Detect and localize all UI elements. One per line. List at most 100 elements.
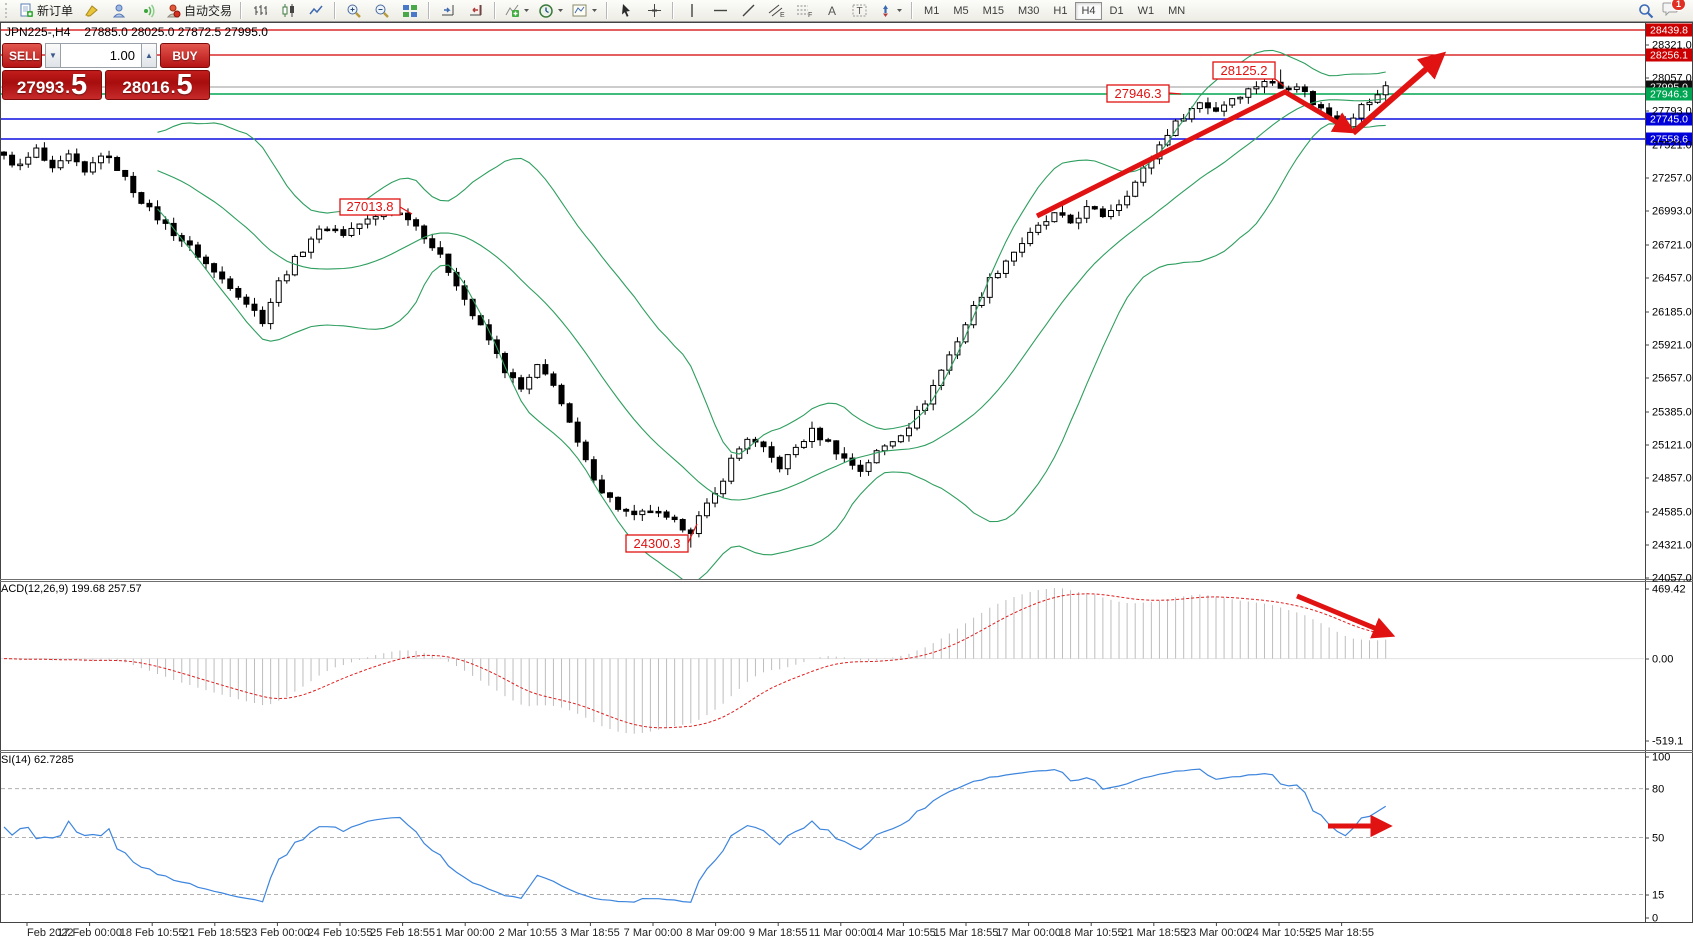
zoom-in-button[interactable] (340, 0, 368, 21)
timeframe-button-M15[interactable]: M15 (982, 4, 1004, 17)
cursor-button[interactable] (612, 0, 640, 21)
time-tick-label: 24 Feb 10:55 (308, 927, 373, 939)
new-order-button[interactable]: 新订单 (15, 0, 77, 21)
chevron-down-icon (558, 9, 564, 12)
buy-button[interactable]: BUY (160, 43, 210, 68)
new-order-label: 新订单 (37, 4, 74, 18)
bar-chart-button[interactable] (246, 0, 274, 21)
horizontal-line-button[interactable] (706, 0, 734, 21)
price-annotation[interactable]: 24300.3 (625, 523, 698, 553)
toolbar-drag-handle[interactable] (5, 3, 12, 18)
equidistant-channel-button[interactable]: E (762, 0, 790, 21)
svg-text:24300.3: 24300.3 (634, 536, 681, 551)
buy-price[interactable]: 28016 . 5 (105, 70, 210, 100)
toolbar-separator (240, 2, 243, 19)
search-icon[interactable] (1638, 3, 1654, 19)
price-tick-label: 25921.0 (1652, 340, 1692, 352)
bollinger-bands (157, 49, 1386, 579)
crosshair-icon (647, 4, 661, 17)
timeframe-button-W1[interactable]: W1 (1137, 4, 1155, 17)
chart-window[interactable]: 28439.828256.127995.027946.327745.027558… (0, 22, 1693, 944)
one-click-trading-panel: SELL ▼ ▲ BUY 27993 . 5 28016 . 5 (2, 43, 210, 100)
horizontal-line-icon (713, 9, 727, 12)
time-tick-label: 17 Feb 00:00 (57, 927, 122, 939)
macd-down-arrow[interactable] (1296, 593, 1396, 639)
svg-text:28125.2: 28125.2 (1221, 63, 1268, 78)
notifications-button[interactable]: 1 (1662, 0, 1686, 21)
timeframe-button-M5[interactable]: M5 (953, 4, 969, 17)
rsi-window (1, 768, 1644, 903)
toolbar-separator (428, 2, 431, 19)
price-tick-label: 24857.0 (1652, 473, 1692, 485)
breakout-arrow[interactable] (1351, 51, 1447, 136)
text-icon: A (828, 4, 836, 18)
timeframe-button-H4[interactable]: H4 (1075, 1, 1102, 20)
sell-price[interactable]: 27993 . 5 (2, 70, 102, 100)
text-label-icon: T (852, 4, 867, 17)
volume-input[interactable] (61, 43, 141, 68)
indicators-button[interactable] (500, 0, 534, 21)
vertical-line-button[interactable] (678, 0, 706, 21)
volume-increase-button[interactable]: ▲ (141, 43, 157, 68)
price-annotation[interactable]: 27946.3 (1106, 84, 1182, 103)
rsi-tick-label: 80 (1652, 784, 1664, 796)
rsi-line (3, 768, 1387, 903)
price-tick-label: 27257.0 (1652, 173, 1692, 185)
trendline-button[interactable] (734, 0, 762, 21)
expert-advisor-icon (112, 4, 126, 18)
volume-decrease-button[interactable]: ▼ (45, 43, 61, 68)
sell-button[interactable]: SELL (2, 43, 42, 68)
trend-up-arrow[interactable] (1035, 89, 1356, 219)
expert-advisors-button[interactable] (105, 0, 133, 21)
time-tick-label: 11 Mar 00:00 (809, 927, 873, 939)
price-level-badge: 28439.8 (1646, 23, 1692, 37)
candlestick-chart-icon (282, 4, 294, 17)
svg-text:27558.6: 27558.6 (1650, 134, 1688, 146)
time-tick-label: 18 Mar 10:55 (1059, 927, 1124, 939)
periods-button[interactable] (534, 0, 568, 21)
fibonacci-icon: F (796, 5, 812, 18)
zoom-in-icon (347, 4, 361, 18)
price-tick-label: 26993.0 (1652, 206, 1692, 218)
time-tick-label: 3 Mar 18:55 (561, 927, 620, 939)
chevron-down-icon (897, 9, 903, 12)
auto-scroll-button[interactable] (434, 0, 462, 21)
line-chart-button[interactable] (302, 0, 330, 21)
rsi-tick-label: 0 (1652, 913, 1658, 925)
timeframe-button-M30[interactable]: M30 (1018, 4, 1040, 17)
templates-button[interactable] (568, 0, 602, 21)
signals-button[interactable] (133, 0, 161, 21)
timeframe-button-H1[interactable]: H1 (1053, 4, 1068, 17)
time-tick-label: 9 Mar 18:55 (749, 927, 808, 939)
marker-button[interactable] (77, 0, 105, 21)
fibonacci-button[interactable]: F (790, 0, 818, 21)
indicators-icon (505, 4, 520, 17)
rsi-tick-label: 100 (1652, 752, 1670, 764)
time-tick-label: 21 Feb 18:55 (182, 927, 247, 939)
timeframe-button-M1[interactable]: M1 (924, 4, 940, 17)
price-level-badge: 28256.1 (1646, 48, 1692, 62)
price-annotation[interactable]: 28125.2 (1212, 61, 1285, 87)
rsi-tick-label: 50 (1652, 833, 1664, 845)
macd-signal-line (3, 593, 1386, 729)
price-level-badge: 27745.0 (1646, 112, 1692, 126)
timeframe-button-MN[interactable]: MN (1168, 4, 1186, 17)
time-tick-label: 23 Mar 00:00 (1184, 927, 1249, 939)
arrows-tool-button[interactable] (874, 0, 907, 21)
crosshair-button[interactable] (640, 0, 668, 21)
tile-windows-button[interactable] (396, 0, 424, 21)
price-annotation[interactable]: 27013.8 (339, 198, 413, 216)
price-tick-label: 28057.0 (1652, 73, 1692, 85)
autotrading-button[interactable]: 自动交易 (161, 0, 236, 21)
timeframe-button-D1[interactable]: D1 (1109, 4, 1124, 17)
text-button[interactable]: A (818, 0, 846, 21)
chart-shift-button[interactable] (462, 0, 490, 21)
svg-text:T: T (857, 6, 863, 17)
candlestick-chart-button[interactable] (274, 0, 302, 21)
text-label-button[interactable]: T (846, 0, 874, 21)
rsi-indicator-label: SI(14) 62.7285 (1, 754, 74, 766)
price-tick-label: 25657.0 (1652, 373, 1692, 385)
price-chart[interactable]: 28439.828256.127995.027946.327745.027558… (0, 22, 1693, 944)
zoom-out-button[interactable] (368, 0, 396, 21)
toolbar-separator (334, 2, 337, 19)
